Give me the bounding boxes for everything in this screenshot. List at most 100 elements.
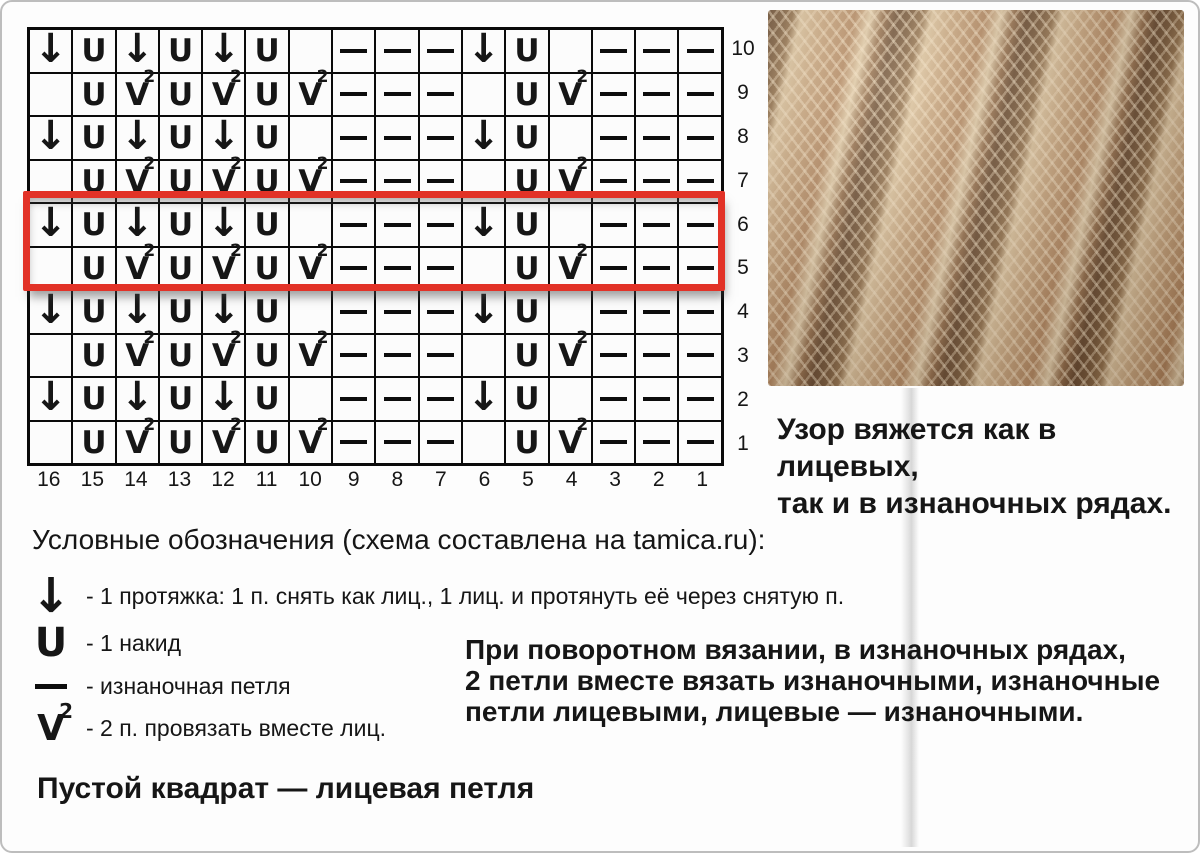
slip-stitch-icon: ↓ <box>120 112 154 159</box>
stitch-grid: ↓ U ↓ U ↓ U ↓ U U V 2 U V 2 U V 2 U V 2 ↓ U ↓ U ↓ U ↓ U U V 2 U V 2 U V 2 U V 2… <box>27 27 724 466</box>
purl-icon <box>426 222 454 227</box>
row-label: 3 <box>737 344 749 368</box>
note-line: петли лицевыми, лицевые — изнаночными. <box>465 696 1084 727</box>
purl-icon <box>340 396 368 401</box>
purl-icon <box>686 353 714 358</box>
yarn-over-icon: U <box>254 381 280 418</box>
slip-stitch-icon: ↓ <box>120 25 154 72</box>
note-reverse-knitting: При поворотном вязании, в изнаночных ряд… <box>465 634 1185 727</box>
cell-r1-c5: U <box>505 420 549 464</box>
cell-r3-c6 <box>461 333 506 377</box>
cell-r5-c13: U <box>158 246 203 290</box>
cell-r2-c9 <box>332 377 376 421</box>
cell-r6-c2 <box>635 203 679 247</box>
cell-r4-c14: ↓ <box>115 290 159 334</box>
slip-stitch-icon: ↓ <box>466 112 501 159</box>
cell-r7-c16 <box>29 159 73 203</box>
purl-icon <box>383 396 411 401</box>
cell-r5-c8 <box>375 246 419 290</box>
legend-item-slip-stitch: ↓ - 1 протяжка: 1 п. снять как лиц., 1 л… <box>30 570 844 622</box>
cell-r6-c1 <box>678 203 722 247</box>
cell-r4-c3 <box>591 290 636 334</box>
cell-r10-c13: U <box>158 29 203 73</box>
cell-r10-c1 <box>678 29 722 73</box>
cell-r10-c8 <box>375 29 419 73</box>
slip-stitch-icon: ↓ <box>33 199 68 246</box>
purl-icon <box>340 179 368 184</box>
purl-icon <box>643 222 671 227</box>
yarn-over-icon: U <box>81 424 107 461</box>
cell-r2-c7 <box>418 377 462 421</box>
yarn-over-icon: U <box>81 33 107 70</box>
cell-r1-c15: U <box>72 420 116 464</box>
cell-r9-c11: U <box>245 72 289 116</box>
cell-r8-c11: U <box>245 116 289 160</box>
cell-r10-c3 <box>591 29 636 73</box>
cell-r6-c3 <box>591 203 636 247</box>
yarn-over-icon: U <box>167 381 194 418</box>
row-label: 2 <box>737 388 749 412</box>
cell-r2-c6: ↓ <box>461 377 506 421</box>
cell-r1-c9 <box>332 420 376 464</box>
cell-r2-c15: U <box>72 377 116 421</box>
yarn-over-icon: U <box>167 120 194 157</box>
knitted-fabric-photo <box>768 10 1184 386</box>
purl-icon <box>383 440 411 445</box>
legend-item-label: - 1 накид <box>86 629 182 656</box>
legend-item-yarn-over: U - 1 накид <box>30 618 181 668</box>
cell-r5-c3 <box>591 246 636 290</box>
yarn-over-icon: U <box>81 337 107 374</box>
purl-icon <box>600 309 627 314</box>
slip-stitch-icon: ↓ <box>466 25 501 72</box>
cell-r2-c2 <box>635 377 679 421</box>
row-label: 10 <box>731 36 755 60</box>
cell-r5-c2 <box>635 246 679 290</box>
cell-r8-c16: ↓ <box>29 116 73 160</box>
yarn-over-icon: U <box>81 163 107 200</box>
cell-r6-c5: U <box>505 203 549 247</box>
cell-r2-c11: U <box>245 377 289 421</box>
cell-r2-c1 <box>678 377 722 421</box>
cell-r5-c1 <box>678 246 722 290</box>
cell-r7-c13: U <box>158 159 203 203</box>
cell-r6-c4 <box>548 203 592 247</box>
cell-r10-c14: ↓ <box>115 25 159 73</box>
purl-icon <box>426 48 454 53</box>
cell-r2-c16: ↓ <box>29 377 73 421</box>
cell-r5-c11: U <box>245 246 289 290</box>
cell-r3-c9 <box>332 333 376 377</box>
row-label: 9 <box>737 80 749 104</box>
yarn-over-icon: U <box>81 294 107 331</box>
cell-r3-c8 <box>375 333 419 377</box>
purl-icon <box>643 135 671 140</box>
cell-r2-c8 <box>375 377 419 421</box>
purl-icon <box>340 440 368 445</box>
purl-icon <box>643 179 671 184</box>
yarn-over-icon: U <box>167 424 194 461</box>
cell-r6-c10 <box>288 203 333 247</box>
purl-icon <box>340 222 368 227</box>
purl-icon <box>686 179 714 184</box>
col-label: 9 <box>347 468 360 491</box>
cell-r4-c8 <box>375 290 419 334</box>
cell-r9-c13: U <box>158 72 203 116</box>
yarn-over-icon: U <box>167 33 194 70</box>
cell-r4-c13: U <box>158 290 203 334</box>
purl-icon <box>340 309 368 314</box>
cell-r9-c1 <box>678 72 722 116</box>
purl-icon <box>643 353 671 358</box>
cell-r6-c15: U <box>72 203 116 247</box>
cell-r6-c13: U <box>158 203 203 247</box>
cell-r5-c5: U <box>505 246 549 290</box>
cell-r6-c12: ↓ <box>202 203 246 247</box>
yarn-over-icon: U <box>167 294 194 331</box>
note-empty-square: Пустой квадрат — лицевая петля <box>37 772 535 805</box>
